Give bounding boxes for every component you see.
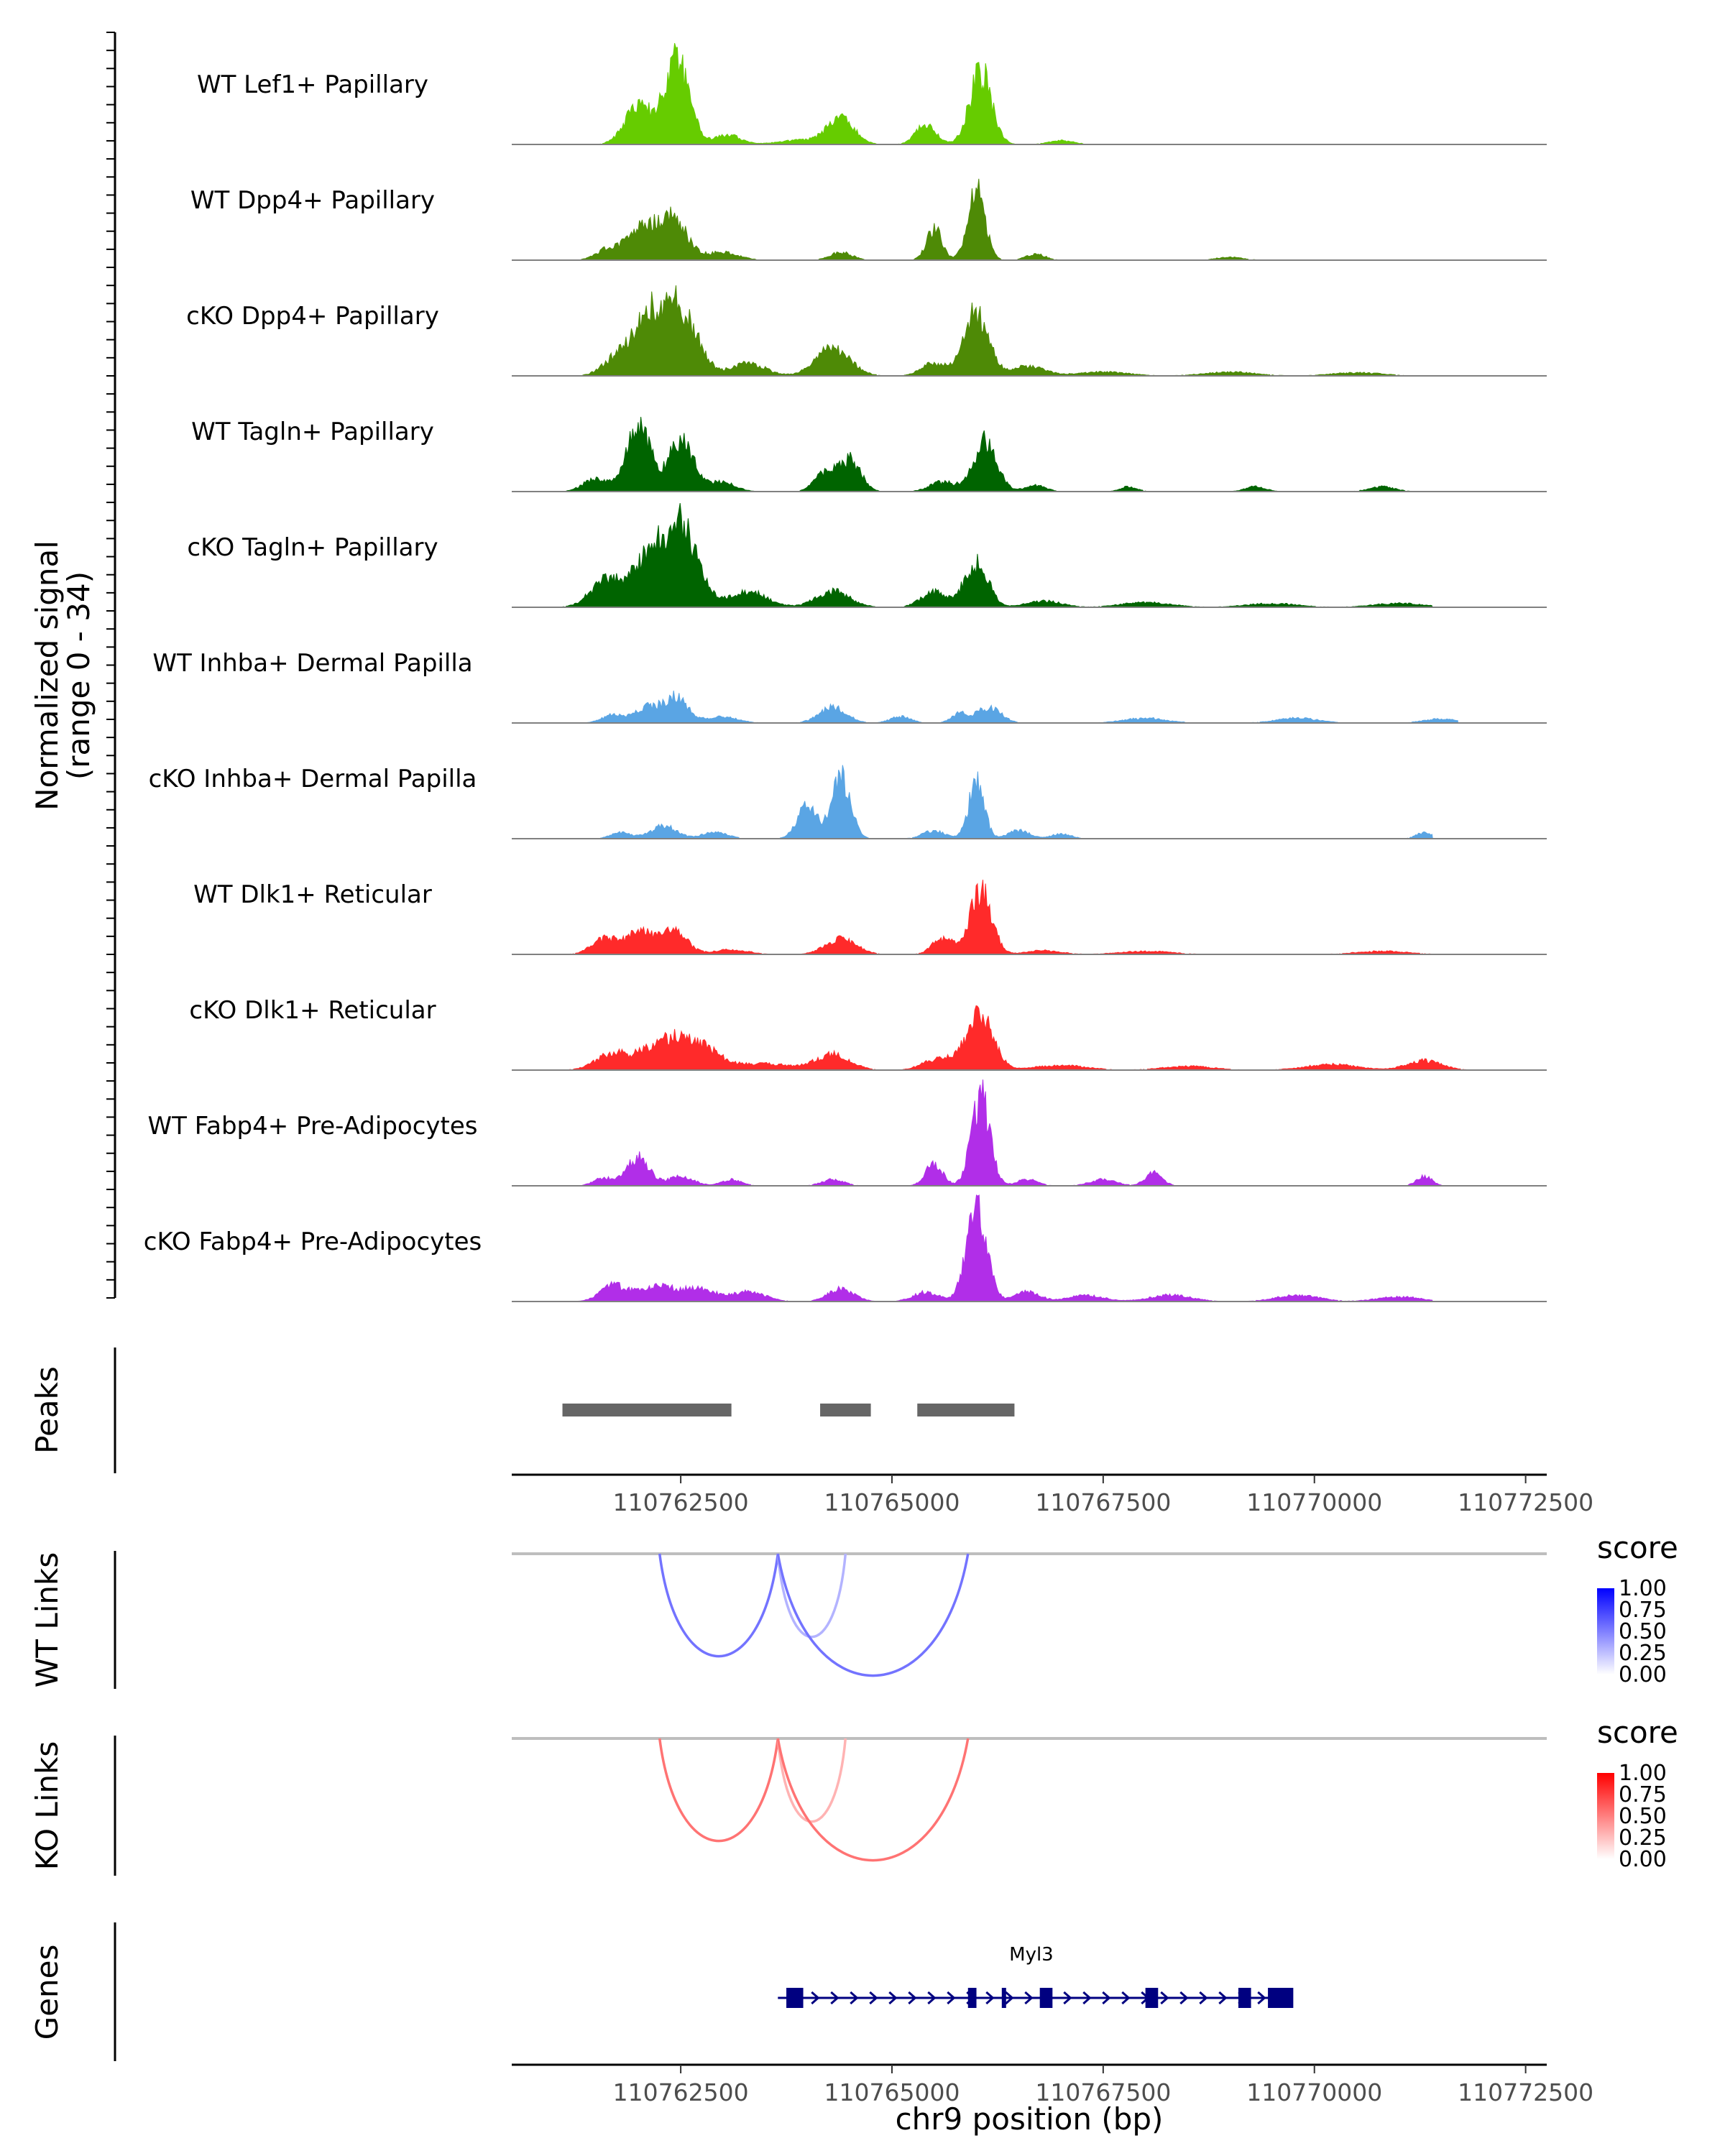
x-tick-label-bottom: 110765000	[824, 2078, 960, 2106]
strand-arrow	[1063, 1991, 1072, 2005]
track-label: WT Dlk1+ Reticular	[193, 880, 432, 909]
legend-tick-label: 0.00	[1619, 1662, 1667, 1687]
genes-label: Genes	[29, 1945, 65, 2040]
links-label: KO Links	[29, 1741, 65, 1871]
peak-interval	[917, 1404, 1015, 1416]
legend-tick-label: 0.00	[1619, 1847, 1667, 1872]
coverage-area	[570, 1194, 1434, 1302]
track-label: cKO Dlk1+ Reticular	[189, 996, 436, 1025]
strand-arrow	[1005, 1991, 1014, 2005]
coverage-area	[561, 503, 1434, 608]
legend-tick-label: 0.50	[1619, 1804, 1667, 1829]
legend-tick-label: 0.75	[1619, 1782, 1667, 1807]
strand-arrow	[1218, 1991, 1228, 2005]
gene-exon	[967, 1988, 977, 2008]
strand-arrow	[830, 1991, 840, 2005]
legend-tick-label: 0.50	[1619, 1619, 1667, 1644]
strand-arrow	[1179, 1991, 1189, 2005]
track-label: cKO Dpp4+ Papillary	[186, 302, 439, 331]
x-tick-label-bottom: 110772500	[1458, 2078, 1593, 2106]
strand-arrow	[927, 1991, 937, 2005]
gene-exon	[1238, 1988, 1251, 2008]
coverage-area	[571, 765, 1433, 839]
gene-exon	[1001, 1988, 1006, 2008]
track-label: WT Lef1+ Papillary	[197, 70, 428, 99]
link-arc	[776, 1553, 970, 1677]
x-tick-label-top: 110770000	[1246, 1488, 1382, 1516]
track-label: WT Fabp4+ Pre-Adipocytes	[148, 1112, 478, 1141]
link-arc	[776, 1738, 970, 1862]
x-axis-title: chr9 position (bp)	[896, 2101, 1164, 2137]
coverage-area	[561, 880, 1458, 955]
legend-colorbar	[1597, 1773, 1614, 1859]
x-tick-label-top: 110772500	[1458, 1488, 1593, 1516]
legend-tick-label: 0.25	[1619, 1641, 1667, 1666]
legend-colorbar	[1597, 1588, 1614, 1674]
coverage-y-range: (range 0 - 34)	[61, 571, 96, 780]
strand-arrow	[1160, 1991, 1169, 2005]
track-label: WT Inhba+ Dermal Papilla	[152, 649, 472, 678]
gene-exon	[786, 1988, 804, 2008]
link-arc	[776, 1553, 847, 1639]
strand-arrow	[1024, 1991, 1034, 2005]
strand-arrow	[1082, 1991, 1092, 2005]
coverage-area	[562, 285, 1408, 377]
links-label: WT Links	[29, 1552, 65, 1687]
peaks-panel: Peaks	[29, 1348, 1015, 1473]
genes-panel: Genes Myl3	[29, 1922, 1294, 2061]
x-axes: 110762500 110765000 110767500 110770000 1107…	[512, 1473, 1593, 2137]
x-tick-label-bottom: 110770000	[1246, 2078, 1382, 2106]
strand-arrow	[811, 1991, 820, 2005]
strand-arrow	[1102, 1991, 1111, 2005]
legend-title: score	[1597, 1530, 1678, 1565]
track-label: cKO Tagln+ Papillary	[187, 533, 438, 562]
coverage-area	[571, 690, 1459, 724]
legend-tick-label: 1.00	[1619, 1761, 1667, 1786]
strand-arrow	[1257, 1991, 1266, 2005]
strand-arrow	[1199, 1991, 1208, 2005]
strand-arrow	[947, 1991, 956, 2005]
gene-exon	[1039, 1988, 1053, 2008]
track-label: WT Dpp4+ Papillary	[190, 186, 435, 215]
track-label: cKO Inhba+ Dermal Papilla	[149, 765, 477, 793]
peaks-label: Peaks	[29, 1366, 65, 1454]
gene-name: Myl3	[1009, 1944, 1054, 1966]
coverage-area	[562, 42, 1357, 145]
legend-tick-label: 0.25	[1619, 1825, 1667, 1851]
coverage-area	[561, 417, 1509, 492]
coverage-area	[562, 1079, 1442, 1187]
coverage-area	[561, 1005, 1509, 1071]
coverage-area	[562, 178, 1357, 261]
track-label: cKO Fabp4+ Pre-Adipocytes	[144, 1227, 482, 1256]
coverage-y-label: Normalized signal	[29, 540, 65, 811]
legend-tick-label: 1.00	[1619, 1576, 1667, 1601]
link-arc	[658, 1738, 780, 1843]
strand-arrow	[869, 1991, 878, 2005]
x-tick-label-bottom: 110762500	[613, 2078, 749, 2106]
x-tick-label-top: 110767500	[1035, 1488, 1171, 1516]
coverage-panel: Normalized signal(range 0 - 34) WT Lef1+ …	[29, 32, 1547, 1302]
gene-exon	[1268, 1988, 1294, 2008]
gene-exon	[1145, 1988, 1159, 2008]
strand-arrow	[850, 1991, 859, 2005]
strand-arrow	[888, 1991, 898, 2005]
legend-title: score	[1597, 1715, 1678, 1750]
x-tick-label-top: 110765000	[824, 1488, 960, 1516]
legend-tick-label: 0.75	[1619, 1598, 1667, 1623]
strand-arrow	[985, 1991, 995, 2005]
peak-interval	[562, 1404, 732, 1416]
strand-arrow	[1121, 1991, 1131, 2005]
link-arc	[776, 1738, 847, 1823]
strand-arrow	[908, 1991, 917, 2005]
x-tick-label-bottom: 110767500	[1035, 2078, 1171, 2106]
peak-interval	[820, 1404, 871, 1416]
track-label: WT Tagln+ Papillary	[191, 418, 434, 446]
x-tick-label-top: 110762500	[613, 1488, 749, 1516]
link-arc	[658, 1553, 780, 1658]
